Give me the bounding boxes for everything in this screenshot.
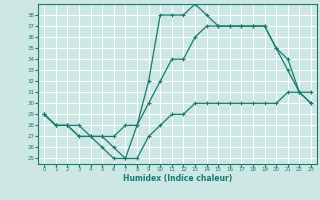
X-axis label: Humidex (Indice chaleur): Humidex (Indice chaleur) <box>123 174 232 183</box>
